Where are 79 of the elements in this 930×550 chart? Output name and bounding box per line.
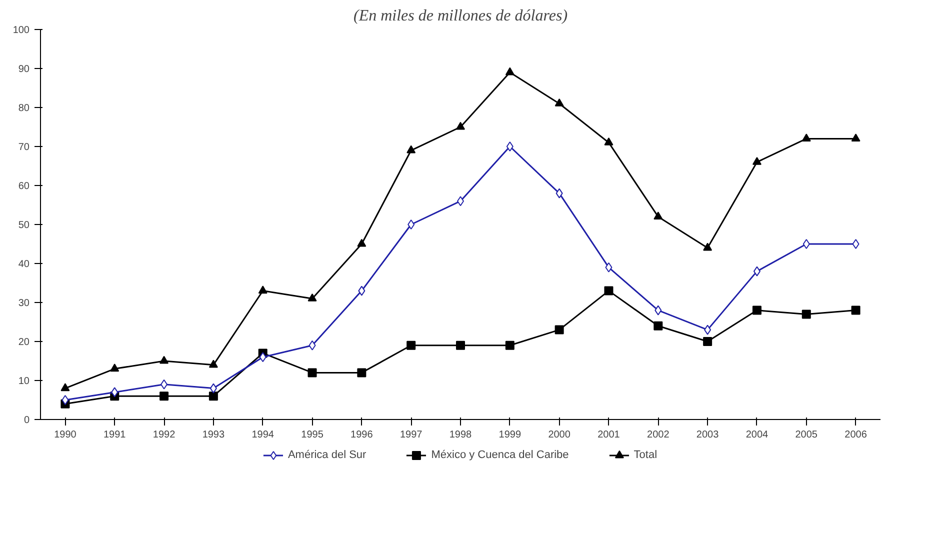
point xyxy=(160,356,169,364)
x-tick-label: 1992 xyxy=(152,430,176,440)
x-tick-label: 1996 xyxy=(350,430,374,440)
point xyxy=(210,383,217,394)
point xyxy=(604,286,614,296)
point xyxy=(357,238,366,247)
y-tick-label: 0 xyxy=(24,415,30,426)
y-tick-label: 40 xyxy=(18,259,30,270)
point xyxy=(308,293,317,302)
point xyxy=(505,67,514,76)
point xyxy=(505,340,514,350)
point xyxy=(406,145,416,154)
y-tick-label: 50 xyxy=(18,220,30,231)
x-tick-label: 1997 xyxy=(400,430,423,440)
x-tick-label: 1993 xyxy=(202,430,226,440)
point xyxy=(456,122,465,130)
x-tick-label: 2001 xyxy=(598,430,620,440)
point xyxy=(259,352,266,362)
x-tick-label: 2006 xyxy=(844,430,868,440)
point xyxy=(704,324,712,335)
point xyxy=(556,188,563,198)
point xyxy=(308,340,316,350)
point xyxy=(802,134,811,142)
point xyxy=(357,368,366,378)
y-tick-label: 80 xyxy=(18,103,30,114)
point xyxy=(258,286,268,294)
x-tick-label: 1994 xyxy=(252,430,274,440)
point xyxy=(456,340,465,350)
x-tick-label: 1990 xyxy=(54,430,77,440)
point xyxy=(851,134,860,142)
x-tick-label: 2005 xyxy=(795,430,818,440)
y-tick-label: 70 xyxy=(18,142,30,153)
point xyxy=(60,383,70,392)
point xyxy=(308,368,317,378)
legend-label: América del Sur xyxy=(288,449,366,461)
point xyxy=(654,321,663,330)
y-tick-label: 90 xyxy=(18,64,30,75)
point xyxy=(605,262,612,272)
y-tick-label: 60 xyxy=(18,181,30,192)
point xyxy=(358,286,366,296)
x-tick-label: 2004 xyxy=(746,430,769,440)
x-tick-label: 1995 xyxy=(301,430,324,440)
point xyxy=(753,266,760,276)
point xyxy=(406,340,416,350)
point xyxy=(703,337,712,346)
point xyxy=(554,325,564,334)
y-tick-label: 10 xyxy=(18,376,30,387)
y-tick-label: 20 xyxy=(18,337,30,348)
point xyxy=(654,212,663,220)
point xyxy=(160,392,169,401)
point xyxy=(802,310,811,319)
point xyxy=(654,305,662,316)
point xyxy=(160,379,168,390)
chart-title: (En miles de millones de dólares) xyxy=(353,8,568,24)
x-tick-label: 2002 xyxy=(647,430,670,440)
legend-label: Total xyxy=(634,449,658,461)
point xyxy=(703,242,712,251)
point xyxy=(62,395,69,405)
x-tick-label: 1999 xyxy=(498,430,522,440)
x-tick-label: 1998 xyxy=(449,430,472,440)
point xyxy=(802,239,810,249)
point xyxy=(752,306,762,315)
y-tick-label: 100 xyxy=(12,25,30,36)
point xyxy=(851,306,860,315)
point xyxy=(506,142,514,152)
x-tick-label: 1991 xyxy=(103,430,126,440)
y-tick-label: 30 xyxy=(18,298,30,309)
point xyxy=(554,98,564,106)
x-tick-label: 2003 xyxy=(696,430,720,440)
point xyxy=(408,220,415,230)
point xyxy=(208,392,218,401)
point xyxy=(604,137,614,146)
point xyxy=(752,156,762,165)
point xyxy=(208,360,218,368)
legend-label: México y Cuenca del Caribe xyxy=(431,449,569,461)
point xyxy=(111,387,118,398)
x-tick-label: 2000 xyxy=(548,430,571,440)
point xyxy=(852,239,860,249)
point xyxy=(110,364,120,372)
